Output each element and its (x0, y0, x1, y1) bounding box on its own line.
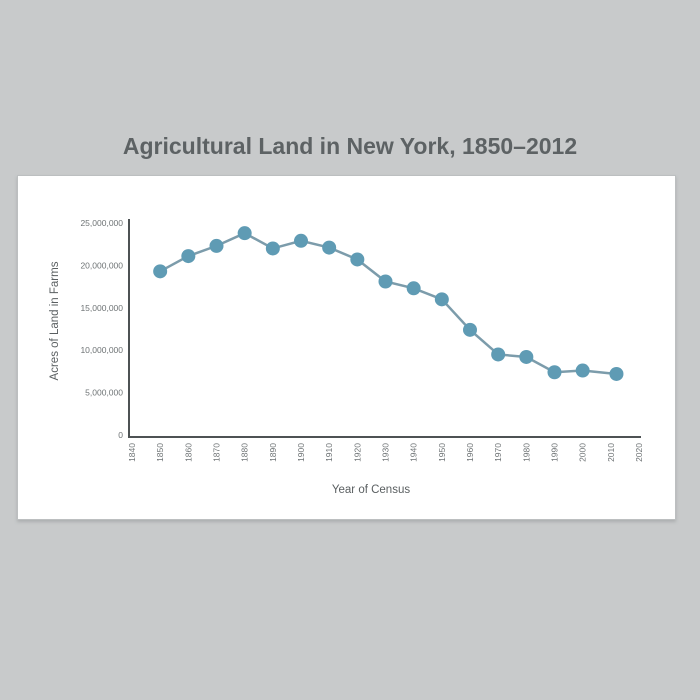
x-tick-label: 1870 (212, 443, 222, 462)
y-tick-label: 20,000,000 (80, 260, 123, 270)
y-axis-title: Acres of Land in Farms (49, 261, 61, 380)
x-tick-label: 1940 (409, 443, 419, 462)
chart-card: 0 5,000,000 10,000,000 15,000,000 20,000,000… (17, 175, 676, 520)
data-point-marker (322, 240, 337, 255)
data-point-marker (350, 252, 365, 267)
data-point-marker (209, 238, 224, 253)
x-tick-label: 1890 (268, 443, 278, 462)
data-point-marker (153, 264, 168, 279)
x-tick-label: 1850 (155, 443, 165, 462)
data-point-marker (575, 363, 590, 378)
x-tick-label: 2010 (606, 443, 616, 462)
y-tick-label: 15,000,000 (80, 303, 123, 313)
data-point-marker (406, 281, 421, 296)
x-tick-label: 1930 (381, 443, 391, 462)
x-tick-label: 2020 (634, 443, 644, 462)
data-point-marker (294, 233, 308, 248)
x-axis-title: Year of Census (332, 484, 410, 496)
series-line (159, 231, 617, 376)
data-point-marker (265, 241, 280, 256)
x-tick-label: 1900 (296, 443, 306, 462)
y-tick-label: 10,000,000 (80, 345, 123, 355)
data-point-marker (519, 349, 534, 364)
x-tick-label: 2000 (578, 443, 588, 462)
chart-title: Agricultural Land in New York, 1850–2012 (122, 133, 578, 159)
x-tick-label: 1920 (352, 443, 362, 462)
y-tick-label: 25,000,000 (80, 218, 123, 228)
y-tick-label: 5,000,000 (85, 388, 123, 398)
x-tick-label: 1910 (324, 443, 334, 462)
data-point-marker (463, 322, 477, 337)
x-tick-label: 1840 (127, 443, 137, 462)
x-tick-label: 1970 (493, 443, 503, 462)
data-point-marker (434, 292, 449, 307)
data-point-marker (378, 274, 393, 289)
x-tick-label: 1990 (550, 443, 560, 462)
data-point-marker (491, 347, 506, 362)
x-tick-label: 1880 (240, 443, 250, 462)
data-point-marker (181, 249, 196, 264)
x-tick-label: 1980 (521, 443, 531, 462)
data-point-marker (609, 366, 624, 381)
x-tick-label: 1960 (465, 443, 475, 462)
line-chart: 0 5,000,000 10,000,000 15,000,000 20,000,000… (49, 218, 644, 496)
data-point-marker (237, 226, 252, 241)
y-tick-label: 0 (118, 430, 123, 440)
x-tick-label: 1950 (437, 443, 447, 462)
x-tick-label: 1860 (183, 443, 193, 462)
data-point-marker (547, 365, 562, 380)
